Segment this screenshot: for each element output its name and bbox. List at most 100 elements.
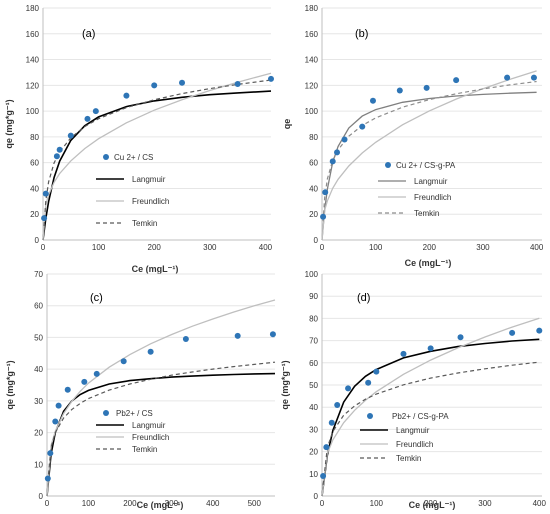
data-point <box>81 378 88 385</box>
x-tick-label: 200 <box>148 243 162 252</box>
y-tick-label: 140 <box>305 56 319 65</box>
legend-label: Pb2+ / CS-g-PA <box>392 412 449 421</box>
y-tick-label: 160 <box>305 30 319 39</box>
data-point <box>120 358 127 365</box>
x-tick-label: 100 <box>82 499 96 508</box>
y-tick-label: 120 <box>305 81 319 90</box>
freundlich-curve <box>321 317 540 497</box>
x-tick-label: 500 <box>248 499 262 508</box>
temkin-curve <box>47 361 276 482</box>
y-tick-label: 80 <box>309 133 318 142</box>
y-tick-label: 180 <box>26 4 40 13</box>
x-tick-label: 300 <box>165 499 179 508</box>
legend-label: Pb2+ / CS <box>116 409 153 418</box>
panel-tag: (b) <box>355 28 368 40</box>
x-tick-label: 400 <box>206 499 220 508</box>
x-tick-label: 100 <box>370 499 384 508</box>
data-point <box>234 332 241 339</box>
y-tick-label: 60 <box>309 359 318 368</box>
y-tick-label: 50 <box>309 381 318 390</box>
data-point <box>423 84 430 91</box>
y-tick-label: 20 <box>30 210 39 219</box>
y-axis-label: qe (mg*g⁻¹) <box>5 360 15 409</box>
y-tick-label: 40 <box>34 365 43 374</box>
data-point <box>329 158 336 165</box>
freundlich-curve <box>321 70 537 241</box>
x-tick-label: 0 <box>320 499 325 508</box>
data-point <box>269 331 276 338</box>
data-point <box>328 419 335 426</box>
x-tick-label: 0 <box>320 243 325 252</box>
y-tick-label: 120 <box>26 81 40 90</box>
x-tick-label: 300 <box>478 499 492 508</box>
data-point <box>320 213 327 220</box>
data-point <box>453 77 460 84</box>
x-tick-label: 0 <box>41 243 46 252</box>
x-tick-label: 0 <box>45 499 50 508</box>
data-point <box>56 146 63 153</box>
legend-label: Freundlich <box>414 193 451 202</box>
legend-label: Cu 2+ / CS-g-PA <box>396 161 456 170</box>
y-tick-label: 60 <box>309 159 318 168</box>
legend-label: Temkin <box>396 454 421 463</box>
y-tick-label: 80 <box>309 314 318 323</box>
legend-label: Temkin <box>132 219 157 228</box>
legend-label: Langmuir <box>414 177 448 186</box>
data-point <box>64 386 71 393</box>
data-point <box>179 79 186 86</box>
y-tick-label: 50 <box>34 333 43 342</box>
data-point <box>530 74 537 81</box>
x-tick-label: 400 <box>533 499 547 508</box>
legend-label: Temkin <box>132 445 157 454</box>
data-point <box>427 345 434 352</box>
x-tick-label: 300 <box>203 243 217 252</box>
y-tick-label: 60 <box>30 159 39 168</box>
data-point <box>84 115 91 122</box>
data-point <box>151 82 158 89</box>
langmuir-curve <box>321 91 537 241</box>
legend-label: Temkin <box>414 209 439 218</box>
data-point <box>504 74 511 81</box>
y-tick-label: 100 <box>305 270 319 279</box>
data-point <box>341 136 348 143</box>
y-tick-label: 180 <box>305 4 319 13</box>
data-point <box>373 368 380 375</box>
x-axis-label: Ce (mgL⁻¹) <box>132 264 179 274</box>
isotherm-panel-d: 0 10 20 30 40 50 60 70 80 90 100 0 100 200 300 400 Ce (m… <box>280 270 547 510</box>
legend-label: Langmuir <box>132 175 166 184</box>
y-tick-label: 40 <box>309 403 318 412</box>
y-axis-label: qe (mg*g⁻¹) <box>280 360 290 409</box>
isotherm-panel-b: 0 20 40 60 80 100 120 140 160 180 0 100 200 300 400 Ce … <box>282 4 544 268</box>
legend-label: Freundlich <box>396 440 433 449</box>
y-tick-label: 0 <box>35 236 40 245</box>
freundlich-curve <box>46 299 276 497</box>
data-point <box>365 379 372 386</box>
freundlich-curve <box>42 72 272 241</box>
data-point <box>536 327 543 334</box>
legend: Cu 2+ / CS-g-PA Langmuir Freundlich Temkin <box>378 161 456 218</box>
y-tick-label: 70 <box>309 337 318 346</box>
legend-marker-points <box>103 154 109 160</box>
legend-label: Cu 2+ / CS <box>114 153 153 162</box>
legend-label: Langmuir <box>396 426 430 435</box>
legend: Cu 2+ / CS Langmuir Freundlich Temkin <box>96 153 169 228</box>
data-point <box>53 153 60 160</box>
temkin-curve <box>322 80 537 222</box>
x-tick-label: 100 <box>92 243 106 252</box>
x-axis-label: Ce (mgL⁻¹) <box>409 500 456 510</box>
data-point <box>52 418 59 425</box>
data-point <box>123 92 130 99</box>
data-point <box>55 402 62 409</box>
data-point <box>323 444 330 451</box>
data-point <box>400 350 407 357</box>
y-tick-label: 100 <box>26 107 40 116</box>
langmuir-curve <box>42 90 272 241</box>
legend-marker-points <box>103 410 109 416</box>
y-tick-label: 40 <box>30 184 39 193</box>
y-tick-label: 0 <box>314 492 319 501</box>
data-point <box>334 149 341 156</box>
x-tick-label: 200 <box>123 499 137 508</box>
x-tick-label: 200 <box>424 499 438 508</box>
legend-marker-points <box>385 162 391 168</box>
